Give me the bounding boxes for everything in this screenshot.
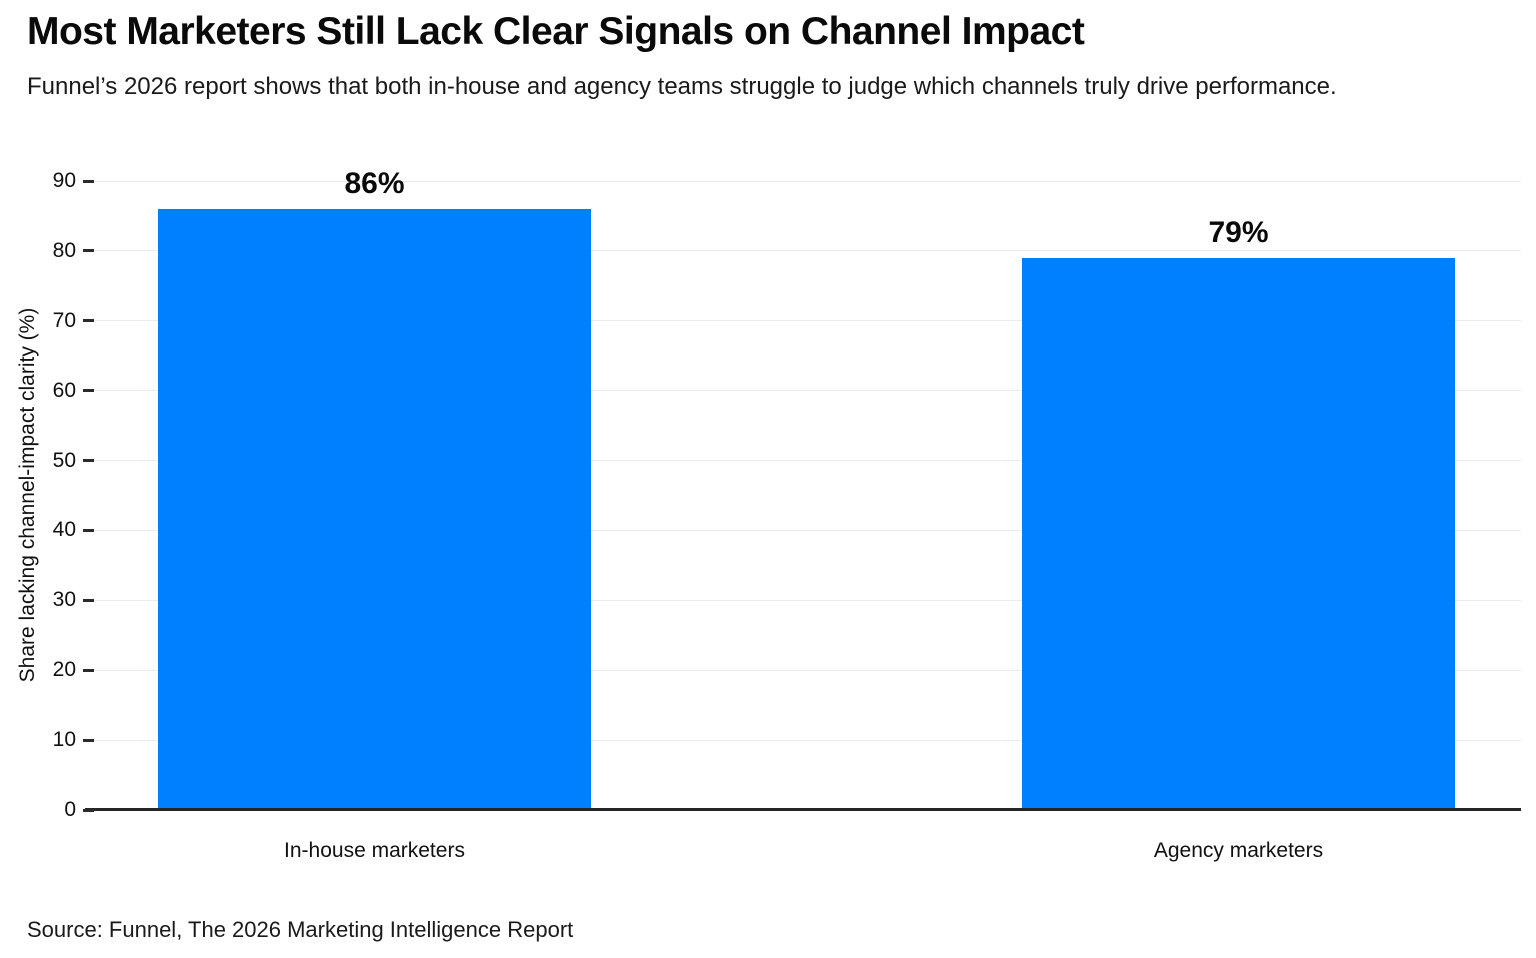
y-axis-label: Share lacking channel-impact clarity (%): [16, 307, 39, 683]
y-tick-label: 90: [52, 169, 76, 192]
gridline: [85, 529, 1521, 531]
y-tick-mark: [83, 459, 94, 463]
y-tick-mark: [83, 319, 94, 323]
y-tick-mark: [83, 738, 94, 742]
y-tick-label: 80: [52, 238, 76, 262]
gridline: [85, 669, 1521, 671]
y-tick-mark: [83, 389, 94, 393]
y-tick-mark: [83, 668, 94, 672]
y-tick-label: 50: [52, 448, 76, 472]
bar-1: [1022, 257, 1455, 810]
page-title: Most Marketers Still Lack Clear Signals …: [27, 10, 1085, 53]
plot-area: [85, 180, 1521, 810]
gridline: [85, 250, 1521, 252]
gridline: [85, 739, 1521, 741]
gridline: [85, 599, 1521, 601]
y-tick-mark: [83, 808, 94, 812]
gridline: [85, 460, 1521, 462]
gridline: [85, 180, 1521, 182]
y-tick-mark: [83, 528, 94, 532]
page-subtitle: Funnel’s 2026 report shows that both in-…: [27, 73, 1337, 100]
y-tick-mark: [83, 249, 94, 253]
y-tick-label: 70: [52, 308, 76, 332]
category-label: Agency marketers: [1153, 839, 1324, 862]
gridline: [85, 320, 1521, 322]
y-tick-label: 10: [52, 728, 76, 752]
y-tick-label: 0: [64, 798, 76, 821]
bar-0: [158, 208, 591, 810]
x-axis-line: [85, 808, 1521, 811]
y-tick-label: 20: [52, 658, 76, 682]
source-text: Source: Funnel, The 2026 Marketing Intel…: [27, 917, 574, 942]
bar-value-label: 86%: [344, 166, 405, 200]
gridline: [85, 390, 1521, 392]
y-tick-label: 30: [52, 588, 76, 612]
category-label: In-house marketers: [284, 839, 465, 862]
bar-value-label: 79%: [1208, 215, 1269, 249]
y-tick-label: 40: [52, 518, 76, 542]
y-tick-label: 60: [52, 378, 76, 402]
y-tick-mark: [83, 598, 94, 602]
y-tick-mark: [83, 179, 94, 183]
